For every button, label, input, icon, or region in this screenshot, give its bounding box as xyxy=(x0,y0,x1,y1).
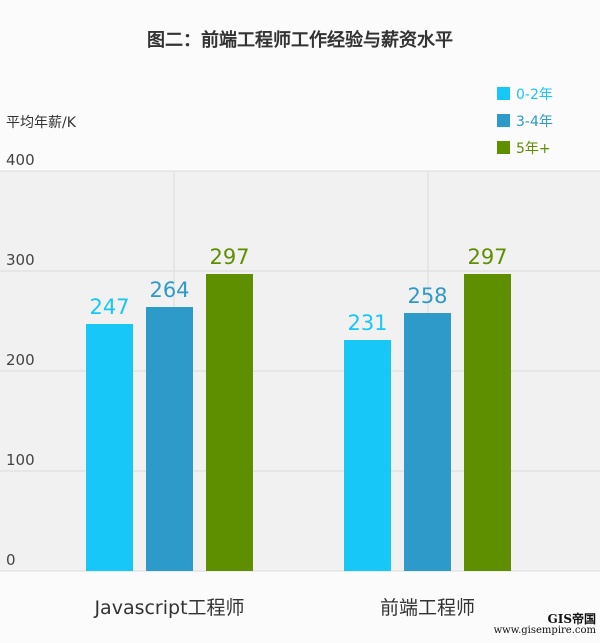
data-label-1-1: 258 xyxy=(407,284,447,308)
data-label-0-1: 264 xyxy=(149,278,189,302)
y-tick-label-4: 400 xyxy=(6,151,35,169)
bar-1-0 xyxy=(344,340,391,571)
y-tick-label-2: 200 xyxy=(6,351,35,369)
data-label-1-0: 231 xyxy=(347,311,387,335)
bar-0-1 xyxy=(146,307,193,571)
y-axis-label: 平均年薪/K xyxy=(6,115,76,131)
legend-swatch-0 xyxy=(497,87,510,100)
legend-swatch-1 xyxy=(497,114,510,127)
bar-0-2 xyxy=(206,274,253,571)
x-tick-label-1: 前端工程师 xyxy=(380,597,475,619)
bar-0-0 xyxy=(86,324,133,571)
legend-item-2: 5年+ xyxy=(497,134,553,161)
legend-swatch-2 xyxy=(497,141,510,154)
y-tick-label-0: 0 xyxy=(6,551,16,569)
data-label-1-2: 297 xyxy=(467,245,507,269)
legend-label-2: 5年+ xyxy=(516,140,551,157)
y-tick-label-1: 100 xyxy=(6,451,35,469)
bar-1-2 xyxy=(464,274,511,571)
legend-item-0: 0-2年 xyxy=(497,80,553,107)
watermark: GIS帝国 www.gisempire.com xyxy=(494,613,596,637)
data-label-0-2: 297 xyxy=(209,245,249,269)
data-label-0-0: 247 xyxy=(89,295,129,319)
chart-title: 图二：前端工程师工作经验与薪资水平 xyxy=(147,30,453,51)
y-tick-label-3: 300 xyxy=(6,251,35,269)
x-tick-label-0: Javascript工程师 xyxy=(93,597,244,619)
watermark-url: www.gisempire.com xyxy=(493,625,596,636)
legend-label-1: 3-4年 xyxy=(516,113,553,130)
legend: 0-2年 3-4年 5年+ xyxy=(497,80,553,161)
legend-label-0: 0-2年 xyxy=(516,86,553,103)
watermark-brand: GIS帝国 xyxy=(547,612,596,626)
bar-1-1 xyxy=(404,313,451,571)
legend-item-1: 3-4年 xyxy=(497,107,553,134)
